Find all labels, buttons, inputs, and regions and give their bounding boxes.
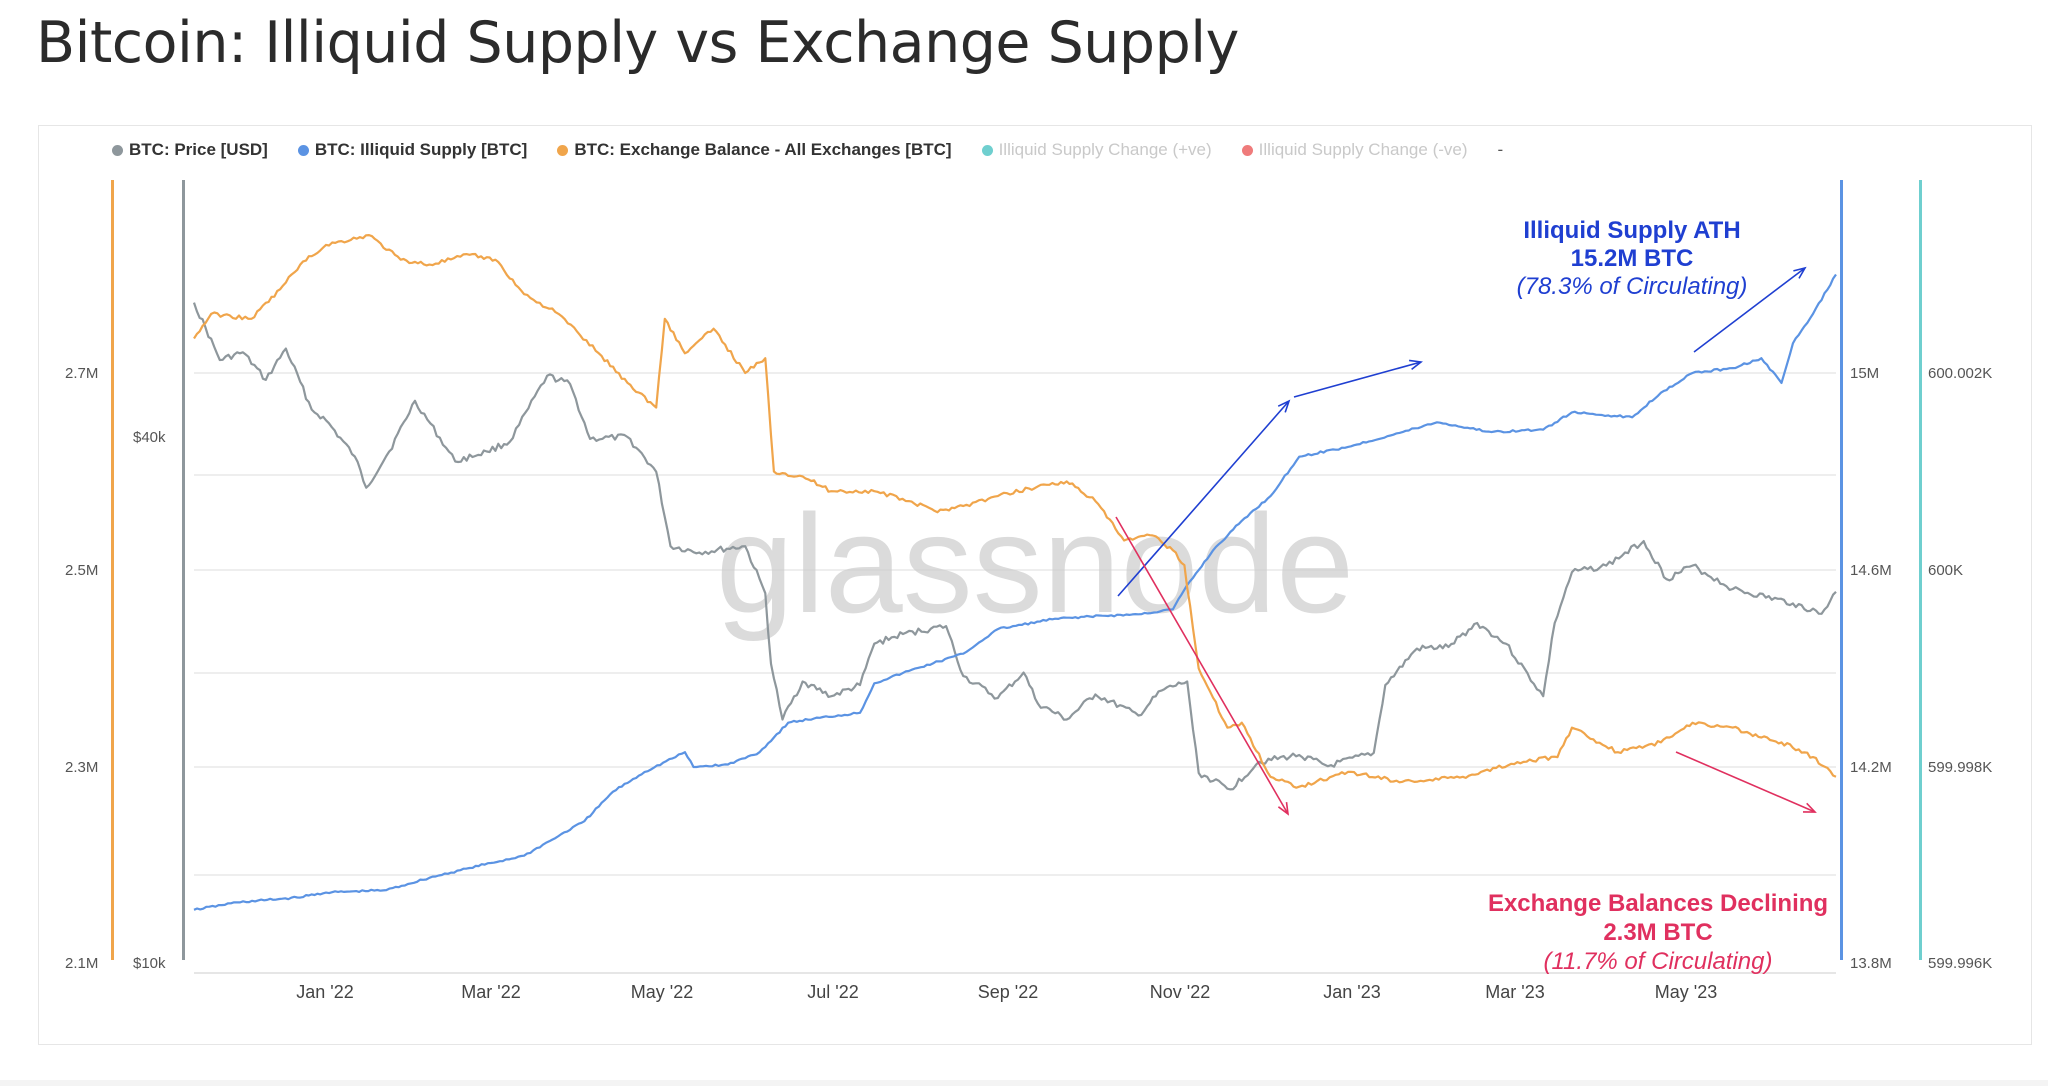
arrow-illiquid-ath xyxy=(1693,267,1806,353)
legend-label-illiquid-supply: BTC: Illiquid Supply [BTC] xyxy=(314,140,528,159)
legend-trailing-dash: - xyxy=(1497,140,1504,159)
change-tick-599998k: 599.998K xyxy=(1928,759,1992,776)
chart-legend: BTC: Price [USD] BTC: Illiquid Supply [B… xyxy=(112,140,1503,160)
arrow-exchange-drop xyxy=(1115,516,1289,815)
x-tick-may-22: May '22 xyxy=(631,982,693,1002)
x-tick-mar-23: Mar '23 xyxy=(1485,982,1544,1002)
exchange-tick-2.5m: 2.5M xyxy=(65,562,98,579)
change-tick-600k: 600K xyxy=(1928,562,1963,579)
series-line-illiquid xyxy=(193,273,1837,911)
change-axis-bar xyxy=(1919,180,1922,960)
series-line-price xyxy=(192,302,1837,791)
page-title: Bitcoin: Illiquid Supply vs Exchange Sup… xyxy=(36,10,1239,76)
change-tick-599996k: 599.996K xyxy=(1928,955,1992,972)
exchange-tick-2.1m: 2.1M xyxy=(65,955,98,972)
legend-dot-exchange-balance xyxy=(557,144,569,156)
price-tick-40k: $40k xyxy=(133,429,166,446)
illiquid-tick-13.8m: 13.8M xyxy=(1850,955,1892,972)
arrow-exchange-decline-head xyxy=(1802,802,1817,813)
legend-item-illiquid-supply[interactable]: BTC: Illiquid Supply [BTC] xyxy=(297,140,528,160)
arrow-exchange-decline xyxy=(1675,751,1816,813)
series-line-exchange xyxy=(193,234,1837,789)
x-tick-nov-22: Nov '22 xyxy=(1150,982,1210,1002)
legend-dot-supply-change-negative xyxy=(1241,144,1253,156)
legend-label-price: BTC: Price [USD] xyxy=(129,140,268,159)
exchange-annotation-value: 2.3M BTC xyxy=(1603,919,1712,946)
exchange-tick-2.7m: 2.7M xyxy=(65,365,98,382)
legend-dot-illiquid-supply xyxy=(297,144,309,156)
x-tick-sep-22: Sep '22 xyxy=(978,982,1039,1002)
exchange-tick-2.3m: 2.3M xyxy=(65,759,98,776)
ath-annotation-title: Illiquid Supply ATH xyxy=(1523,217,1740,244)
arrow-exchange-drop-head xyxy=(1277,801,1290,816)
arrow-illiquid-rise-2 xyxy=(1293,361,1422,398)
change-tick-600002k: 600.002K xyxy=(1928,365,1992,382)
arrow-illiquid-rise-2-head xyxy=(1408,359,1423,371)
ath-annotation-value: 15.2M BTC xyxy=(1571,245,1694,272)
arrow-illiquid-rise-1-head xyxy=(1277,399,1291,413)
arrow-illiquid-ath-head xyxy=(1793,266,1807,279)
legend-label-supply-change-positive: Illiquid Supply Change (+ve) xyxy=(998,140,1212,159)
exchange-annotation-pct: (11.7% of Circulating) xyxy=(1544,948,1773,975)
legend-label-exchange-balance: BTC: Exchange Balance - All Exchanges [B… xyxy=(574,140,952,159)
illiquid-tick-14.6m: 14.6M xyxy=(1850,562,1892,579)
legend-label-supply-change-negative: Illiquid Supply Change (-ve) xyxy=(1258,140,1468,159)
x-tick-jan-23: Jan '23 xyxy=(1323,982,1380,1002)
x-tick-may-23: May '23 xyxy=(1655,982,1717,1002)
legend-dot-supply-change-positive xyxy=(981,144,993,156)
bottom-strip xyxy=(0,1080,2048,1086)
arrow-illiquid-rise-1 xyxy=(1117,400,1290,597)
price-axis-bar xyxy=(182,180,185,960)
illiquid-axis-bar xyxy=(1840,180,1843,960)
watermark: glassnode xyxy=(716,485,1354,642)
legend-item-supply-change-positive[interactable]: Illiquid Supply Change (+ve) xyxy=(981,140,1212,160)
illiquid-tick-15m: 15M xyxy=(1850,365,1879,382)
price-tick-10k: $10k xyxy=(133,955,166,972)
grid-lines xyxy=(194,372,1836,974)
x-tick-jan-22: Jan '22 xyxy=(296,982,353,1002)
legend-item-exchange-balance[interactable]: BTC: Exchange Balance - All Exchanges [B… xyxy=(557,140,952,160)
annotation-arrows xyxy=(1115,266,1817,816)
legend-dot-price xyxy=(112,144,123,156)
legend-item-supply-change-negative[interactable]: Illiquid Supply Change (-ve) xyxy=(1241,140,1468,160)
series-lines xyxy=(192,234,1837,911)
x-tick-jul-22: Jul '22 xyxy=(807,982,858,1002)
illiquid-tick-14.2m: 14.2M xyxy=(1850,759,1892,776)
exchange-annotation-title: Exchange Balances Declining xyxy=(1488,890,1828,917)
ath-annotation-pct: (78.3% of Circulating) xyxy=(1517,273,1748,300)
chart-panel xyxy=(38,125,2032,1045)
legend-item-price[interactable]: BTC: Price [USD] xyxy=(112,140,268,160)
exchange-axis-bar xyxy=(111,180,114,960)
x-tick-mar-22: Mar '22 xyxy=(461,982,520,1002)
